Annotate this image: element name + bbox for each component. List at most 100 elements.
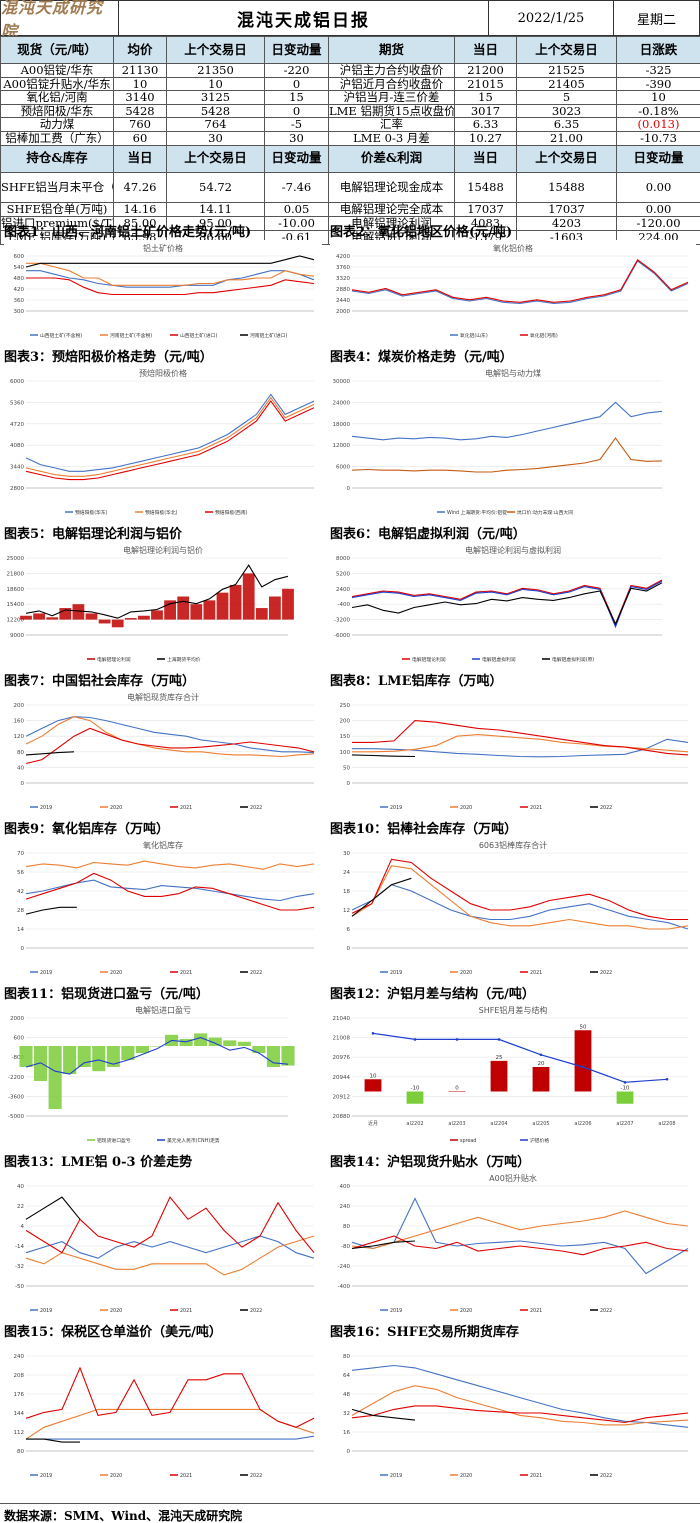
legend-label: 2019 — [40, 1473, 52, 1479]
y-tick-label: 100 — [340, 750, 351, 756]
chart-svg: 电解铝理论利润与虚拟利润 -6000 -3200 -400 2400 5200 8000 电解… — [334, 545, 663, 663]
chart-title: 氧化铝价格 — [493, 243, 533, 253]
series-bar — [19, 1046, 33, 1067]
y-tick-label: 8000 — [336, 556, 350, 562]
x-tick-label: al2202 — [406, 1121, 423, 1127]
series-line — [351, 580, 663, 629]
legend-label: 2022 — [600, 1308, 612, 1314]
table-cell: 日涨跌 — [616, 36, 700, 64]
series-line — [351, 1408, 416, 1421]
y-tick-label: 4 — [21, 1224, 25, 1230]
series-bar — [242, 573, 255, 620]
legend-label: 2020 — [460, 1308, 472, 1314]
table-cell: 价差&利润 — [328, 144, 455, 173]
bar-data-label: 20 — [538, 1061, 545, 1067]
bar-data-label: 10 — [370, 1073, 377, 1079]
chart-figure: 氧化铝价格 2000 2440 2880 3320 3760 4200 氧化铝(山东) 氧化铝(… — [330, 240, 696, 343]
table-cell: 17037 — [454, 201, 517, 217]
series-bar — [111, 619, 124, 628]
table-cell: 动力煤 — [0, 117, 114, 132]
chart-figure: 电解铝理论利润与虚拟利润 -6000 -3200 -400 2400 5200 8000 电解… — [330, 542, 696, 667]
series-bar — [229, 584, 242, 620]
series-line — [351, 1235, 689, 1256]
legend-label: 2021 — [530, 1473, 542, 1479]
legend-label: 2019 — [390, 805, 402, 811]
y-tick-label: 200 — [340, 719, 351, 725]
chart-svg: 预焙阳极价格 2800 3440 4080 4720 5360 6000 预焙阳极(华东) 预焙… — [10, 368, 315, 516]
spread-bar — [574, 1030, 592, 1092]
y-tick-label: -3200 — [334, 618, 350, 624]
y-tick-label: 300 — [14, 309, 25, 315]
y-tick-label: 5360 — [10, 400, 24, 406]
y-tick-label: 144 — [14, 1411, 25, 1417]
series-line — [26, 1438, 80, 1443]
series-line — [372, 1032, 668, 1083]
table-cell: 5428 — [166, 103, 265, 119]
series-line — [352, 720, 689, 756]
table-cell: 10 — [616, 90, 700, 105]
table-cell: 15 — [264, 90, 329, 105]
table-cell: 0.00 — [616, 171, 700, 203]
y-tick-label: 30000 — [333, 379, 351, 385]
y-tick-label: 64 — [343, 1373, 350, 1379]
figure-caption: 图表10：铝棒社会库存（万吨） — [330, 822, 518, 837]
legend-label: 2021 — [180, 1308, 192, 1314]
chart-svg: 电解铝现货库存合计 0 40 80 120 160 200 2019 2020 2021 2022 — [14, 692, 315, 811]
series-bar — [266, 1046, 280, 1067]
y-tick-label: 240 — [14, 1354, 25, 1360]
table-cell: -325 — [616, 63, 700, 78]
table-cell: -220 — [264, 63, 329, 78]
table-row: 预焙阳极/华东 5428 5428 0 LME 铝期货15点收盘价 3017 3023 -0.… — [0, 103, 700, 119]
table-cell: 21525 — [516, 63, 617, 78]
table-cell: 电解铝理论现金成本 — [328, 171, 455, 203]
spread-bar — [532, 1067, 550, 1092]
legend-label: spread — [460, 1138, 476, 1144]
chart-svg: 电解铝与动力煤 0 6000 12000 18000 24000 30000 Wind 上海期… — [333, 368, 663, 516]
series-line — [351, 858, 688, 921]
y-tick-label: 600 — [14, 254, 25, 260]
series-line — [351, 582, 663, 626]
chart-figure: 电解铝现货库存合计 0 40 80 120 160 200 2019 2020 2021 2022 — [4, 689, 322, 815]
table-cell: -0.18% — [616, 103, 700, 119]
y-tick-label: 0 — [347, 946, 351, 952]
y-tick-label: 20912 — [333, 1094, 351, 1100]
legend-label: 美元兑人民币(CNH)走势 — [167, 1137, 220, 1144]
legend-label: 沪铝价格 — [530, 1137, 549, 1144]
legend-label: 2021 — [530, 970, 542, 976]
y-tick-label: 32 — [343, 1411, 350, 1417]
series-line — [25, 564, 289, 619]
table-cell: 4203 — [516, 215, 617, 231]
table-row: 氧化铝/河南 3140 3125 15 沪铝当月-连三价差 15 5 10 — [0, 90, 700, 105]
data-point — [623, 1081, 627, 1084]
table-cell: 17037 — [516, 201, 617, 217]
series-bar — [106, 1046, 120, 1067]
table-cell: 30 — [264, 130, 329, 146]
series-bar — [190, 604, 203, 620]
bar-data-label: 25 — [496, 1055, 503, 1061]
figure-caption: 图表7：中国铝社会库存（万吨） — [4, 674, 196, 689]
x-tick-label: 近月 — [368, 1120, 378, 1127]
legend-label: 河南铝土矿(不含税) — [110, 332, 152, 339]
series-line — [26, 1435, 315, 1440]
y-tick-label: 0 — [21, 946, 25, 952]
x-tick-label: al2206 — [574, 1121, 591, 1127]
y-tick-label: 56 — [17, 870, 24, 876]
y-tick-label: 24000 — [333, 400, 351, 406]
legend-label: 2020 — [460, 970, 472, 976]
figure-caption: 图表8：LME铝库存（万吨） — [330, 674, 503, 689]
table-cell: 0 — [264, 76, 329, 92]
table-cell: 10 — [113, 76, 167, 92]
series-line — [25, 1037, 289, 1075]
series-line — [25, 255, 315, 268]
legend-label: 坑口价:动力末煤:山西大同 — [517, 509, 573, 516]
legend-label: 2022 — [250, 805, 262, 811]
y-tick-label: 160 — [14, 719, 25, 725]
chart-figure: -50 -32 -14 4 22 40 2019 2020 2021 2022 — [4, 1170, 322, 1318]
chart-title: 6063铝棒库存合计 — [479, 840, 547, 850]
table-cell: 3140 — [113, 90, 167, 105]
series-line — [351, 754, 416, 758]
table-cell: 10.27 — [454, 130, 517, 146]
legend-label: 山西铝土矿(进口) — [180, 332, 217, 339]
spread-bar — [364, 1079, 382, 1092]
table-row: SHFE铝仓单(万吨) 14.16 14.11 0.05 电解铝理论完全成本 17037 1… — [0, 201, 700, 217]
